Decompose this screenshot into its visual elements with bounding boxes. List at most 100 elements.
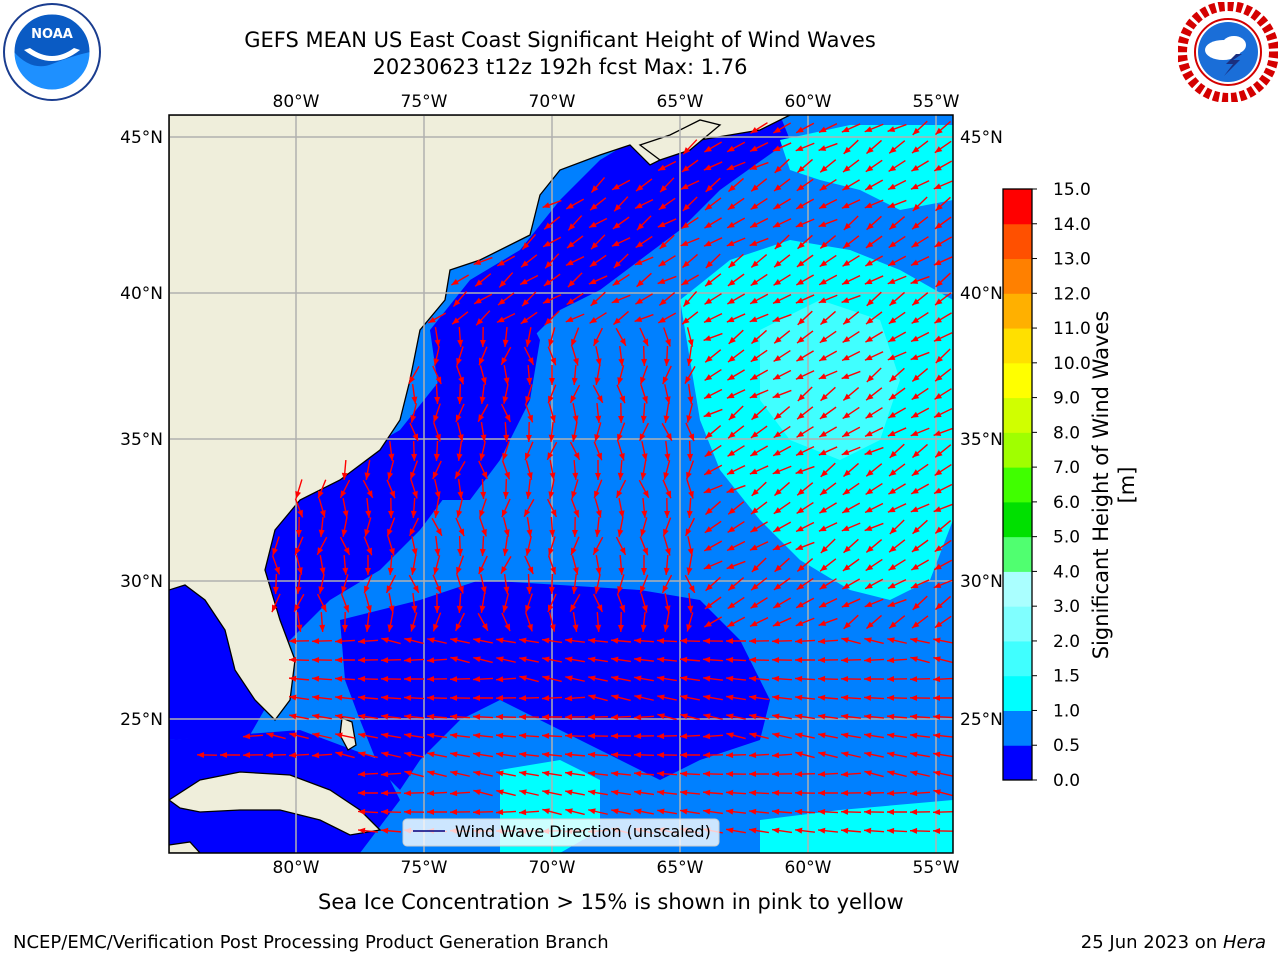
wave-arrow [547,384,557,404]
wave-arrow [455,365,465,385]
wave-arrow [502,517,510,537]
wave-arrow [841,578,861,590]
wave-arrow [434,327,441,347]
wave-arrow [727,596,745,610]
wave-arrow [865,614,883,630]
wave-arrow [658,255,676,267]
wave-arrow [311,694,333,701]
wave-arrow [727,425,745,439]
wave-arrow [703,237,723,247]
wave-arrow [659,234,675,250]
wave-arrow [888,140,906,154]
wave-arrow [616,593,626,613]
wave-arrow [818,522,838,532]
wave-arrow [886,694,908,701]
wave-arrow [795,541,815,551]
wave-arrow [479,383,486,405]
wave-arrow [726,161,746,171]
wave-arrow [480,422,487,442]
colorbar-tick-label: 8.0 [1053,423,1080,443]
wave-arrow [611,733,631,739]
wave-arrow [661,422,673,442]
lon-tick-label: 65°W [657,858,704,878]
wave-arrow [242,752,264,759]
wave-arrow [864,351,884,361]
wave-arrow [587,732,609,739]
wave-arrow [617,517,624,537]
wave-arrow [795,597,815,609]
wave-arrow [588,808,608,815]
noaa-logo-text: NOAA [31,27,73,42]
wave-arrow [641,441,648,461]
wave-arrow [843,139,859,155]
wave-arrow [771,808,793,815]
wave-arrow [772,445,792,457]
wave-arrow [519,637,539,644]
wave-arrow [571,573,578,595]
wave-arrow [381,732,401,739]
wave-arrow [386,479,396,499]
wave-arrow [796,501,814,515]
wave-arrow [727,577,745,591]
wave-arrow [910,331,930,343]
wave-arrow [841,502,861,514]
wave-arrow [933,751,953,758]
wave-arrow [749,465,769,475]
wave-arrow [410,612,418,632]
colorbar-swatch [1003,397,1032,433]
colorbar-swatch [1003,362,1032,399]
wave-arrow [633,789,655,796]
wave-arrow [705,576,721,592]
lon-tick-label: 55°W [913,858,960,878]
wave-arrow [841,637,861,645]
colorbar-tick-label: 0.0 [1053,771,1080,791]
wave-arrow [685,422,695,442]
legend-label: Wind Wave Direction (unscaled) [455,822,711,841]
wave-arrow [387,536,395,556]
wave-arrow [886,657,908,664]
wave-arrow [565,789,585,796]
wave-arrow [548,536,556,556]
wave-arrow [594,516,601,538]
wave-arrow [933,637,953,644]
wave-arrow [750,501,768,515]
wave-arrow [679,675,701,682]
wave-arrow [933,503,953,513]
wave-arrow [866,215,882,231]
wave-arrow [411,536,418,556]
colorbar-swatch [1003,571,1032,607]
wave-arrow [863,657,885,664]
wave-arrow [749,732,769,740]
wave-arrow [663,612,670,632]
wave-arrow [572,612,579,632]
wave-arrow [864,676,884,682]
wave-arrow [639,536,649,556]
wave-arrow [617,611,624,633]
wave-arrow [911,443,929,459]
wave-arrow [656,637,678,644]
wave-arrow [818,597,838,609]
wave-arrow [909,694,931,701]
wave-arrow [427,637,447,644]
wave-arrow [565,313,585,323]
wave-arrow [657,675,677,682]
wave-arrow [703,540,723,552]
wave-arrow [496,656,516,663]
wave-arrow [886,713,908,720]
wave-arrow [864,732,884,739]
wave-arrow [610,656,632,663]
wave-arrow [640,402,647,424]
wave-arrow [887,578,907,590]
lat-tick-label: 40°N [120,284,163,304]
wave-arrow [656,770,678,777]
wave-arrow [865,311,883,325]
wave-arrow [817,713,839,720]
wave-arrow [819,310,837,326]
wave-arrow [295,479,303,499]
lat-tick-label: 30°N [120,572,163,592]
wave-arrow [473,695,493,701]
wave-arrow [911,615,929,629]
wave-arrow [519,274,539,286]
wave-arrow [564,714,586,721]
wave-arrow [819,330,837,344]
